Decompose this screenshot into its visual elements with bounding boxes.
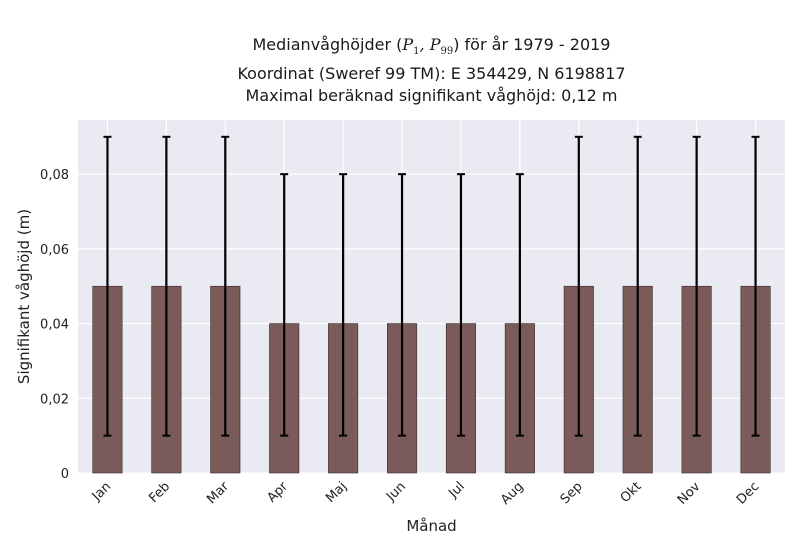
x-tick-label: Dec: [734, 479, 762, 507]
y-tick-label: 0,04: [40, 318, 69, 333]
error-bar-sep: [574, 135, 583, 437]
x-tick-label: Feb: [146, 479, 173, 506]
x-tick-label: Mar: [204, 479, 232, 507]
x-tick-label: Nov: [675, 479, 704, 508]
y-tick-label: 0,08: [40, 168, 69, 183]
title-line-2: Koordinat (Sweref 99 TM): E 354429, N 61…: [237, 64, 626, 84]
error-bar-okt: [633, 135, 642, 437]
title-line-1: Medianvåghöjder (P1, P99) för år 1979 - …: [252, 35, 611, 58]
x-tick-label: Jan: [89, 479, 114, 504]
x-tick-label: Maj: [323, 479, 350, 506]
chart-title: Medianvåghöjder (P1, P99) för år 1979 - …: [78, 34, 785, 107]
error-bar-dec: [751, 135, 760, 437]
x-tick-label: Aug: [498, 479, 527, 508]
error-bar-apr: [280, 173, 289, 437]
error-bar-mar: [221, 135, 230, 437]
y-tick-label: 0: [61, 467, 69, 482]
x-tick-label: Apr: [265, 479, 292, 506]
error-bar-jan: [103, 135, 112, 437]
x-tick-label: Jul: [445, 479, 467, 501]
y-tick-label: 0,02: [40, 392, 69, 407]
y-tick-label: 0,06: [40, 243, 69, 258]
title-line-3: Maximal beräknad signifikant våghöjd: 0,…: [245, 86, 618, 106]
x-axis-label: Månad: [406, 517, 456, 535]
error-bar-jul: [456, 173, 465, 437]
plot-area: [78, 120, 785, 473]
x-tick-label: Sep: [558, 479, 586, 507]
error-bar-nov: [692, 135, 701, 437]
y-tick-labels: 0 0,02 0,04 0,06 0,08: [40, 168, 69, 482]
x-tick-label: Jun: [383, 479, 409, 505]
error-bar-aug: [515, 173, 524, 437]
error-bar-jun: [398, 173, 407, 437]
error-bar-feb: [162, 135, 171, 437]
y-axis-label: Signifikant våghöjd (m): [15, 209, 33, 384]
error-bars: [103, 135, 760, 437]
error-bar-maj: [339, 173, 348, 437]
x-tick-labels: Jan Feb Mar Apr Maj Jun Jul Aug Sep Okt Nov Dec: [89, 479, 763, 508]
x-tick-label: Okt: [618, 479, 645, 506]
